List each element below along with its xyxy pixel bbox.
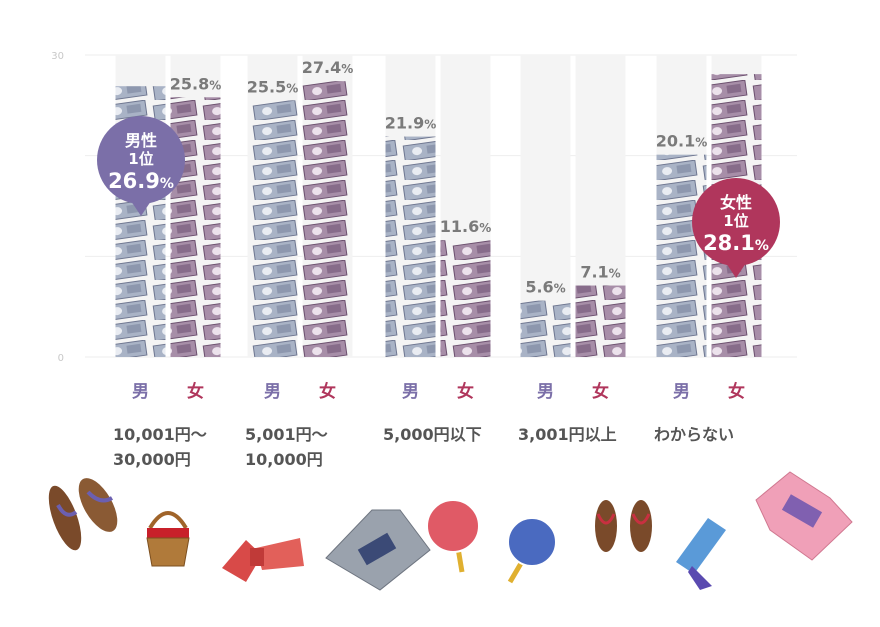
bar-male bbox=[656, 154, 707, 357]
badge-title: 女性 bbox=[720, 193, 752, 212]
legend-gender-label: 女 bbox=[457, 381, 474, 402]
obi-sash-icon bbox=[222, 538, 304, 582]
category-label: 5,001円〜 10,000円 bbox=[245, 425, 328, 469]
obi-blue-icon bbox=[676, 518, 726, 590]
data-label: 5.6% bbox=[525, 278, 565, 297]
bar-female bbox=[440, 240, 491, 357]
legend-gender-label: 男 bbox=[132, 382, 149, 402]
yukata-pink-icon bbox=[755, 471, 853, 561]
bar-male bbox=[247, 100, 298, 358]
category-label: 5,000円以下 bbox=[383, 425, 482, 444]
legend-gender-label: 女 bbox=[319, 381, 336, 402]
fan-blue-icon bbox=[507, 517, 557, 584]
legend-gender-label: 女 bbox=[728, 381, 745, 402]
y-tick-label: 30 bbox=[51, 51, 64, 62]
data-label: 27.4% bbox=[302, 58, 354, 77]
legend-gender-label: 女 bbox=[592, 381, 609, 402]
legend-gender-label: 男 bbox=[673, 382, 690, 402]
bar-male bbox=[520, 300, 571, 357]
yukata-grey-icon bbox=[325, 509, 431, 591]
badge-circle bbox=[692, 178, 780, 266]
data-label: 20.1% bbox=[656, 132, 708, 151]
geta-sandals-icon bbox=[48, 478, 118, 551]
legend-gender-label: 男 bbox=[537, 382, 554, 402]
badge-title: 男性 bbox=[125, 131, 157, 150]
badge-circle bbox=[97, 116, 185, 204]
basket-icon bbox=[146, 511, 190, 567]
bar-male bbox=[385, 136, 436, 357]
data-label: 25.5% bbox=[247, 77, 299, 96]
bar-female bbox=[302, 81, 353, 357]
fan-red-icon bbox=[426, 499, 480, 573]
geta-brown-icon bbox=[595, 500, 652, 552]
category-label: 10,001円〜 30,000円 bbox=[113, 425, 207, 469]
legend-gender-label: 男 bbox=[402, 382, 419, 402]
data-label: 11.6% bbox=[440, 217, 492, 236]
badge-value: 28.1% bbox=[703, 231, 769, 255]
legend-gender-label: 男 bbox=[264, 382, 281, 402]
category-label: わからない bbox=[654, 425, 734, 444]
y-tick-label: 0 bbox=[58, 353, 64, 364]
badge-value: 26.9% bbox=[108, 169, 174, 193]
badge-rank: 1位 bbox=[128, 150, 153, 168]
data-label: 25.8% bbox=[170, 74, 222, 93]
data-label: 21.9% bbox=[385, 114, 437, 133]
category-label: 3,001円以上 bbox=[518, 425, 617, 444]
badge-rank: 1位 bbox=[723, 212, 748, 230]
bar-female bbox=[575, 285, 626, 357]
data-label: 7.1% bbox=[580, 263, 620, 282]
legend-gender-label: 女 bbox=[187, 381, 204, 402]
